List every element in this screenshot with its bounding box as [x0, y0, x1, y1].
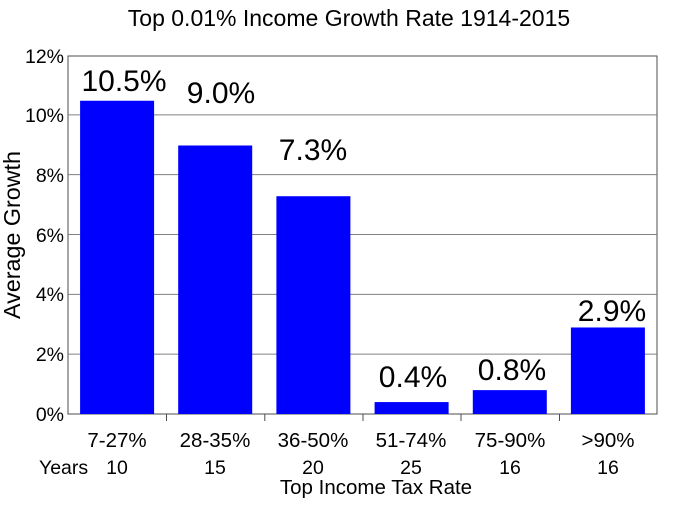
svg-text:Top Income Tax Rate: Top Income Tax Rate [280, 476, 472, 499]
svg-text:75-90%: 75-90% [475, 429, 546, 452]
svg-text:15: 15 [204, 457, 226, 479]
svg-text:Average Growth: Average Growth [0, 151, 25, 319]
svg-text:10: 10 [106, 457, 128, 479]
svg-text:28-35%: 28-35% [180, 429, 251, 452]
svg-text:12%: 12% [25, 46, 64, 68]
svg-text:51-74%: 51-74% [376, 429, 447, 452]
svg-text:2.9%: 2.9% [578, 295, 646, 328]
svg-text:0%: 0% [36, 404, 64, 426]
svg-text:7-27%: 7-27% [87, 429, 146, 452]
svg-text:6%: 6% [36, 225, 64, 247]
svg-text:Top 0.01% Income Growth Rate 1: Top 0.01% Income Growth Rate 1914-2015 [128, 5, 570, 31]
svg-text:16: 16 [499, 457, 521, 479]
svg-text:10.5%: 10.5% [81, 65, 166, 98]
svg-text:>90%: >90% [581, 429, 634, 452]
svg-text:36-50%: 36-50% [278, 429, 349, 452]
svg-text:9.0%: 9.0% [187, 77, 255, 110]
svg-text:0.4%: 0.4% [379, 361, 447, 394]
svg-text:8%: 8% [36, 165, 64, 187]
svg-text:7.3%: 7.3% [279, 134, 347, 167]
svg-text:0.8%: 0.8% [478, 354, 546, 387]
svg-text:2%: 2% [36, 344, 64, 366]
svg-text:16: 16 [597, 457, 619, 479]
svg-text:4%: 4% [36, 284, 64, 306]
svg-text:10%: 10% [25, 105, 64, 127]
svg-text:Years: Years [39, 457, 88, 479]
